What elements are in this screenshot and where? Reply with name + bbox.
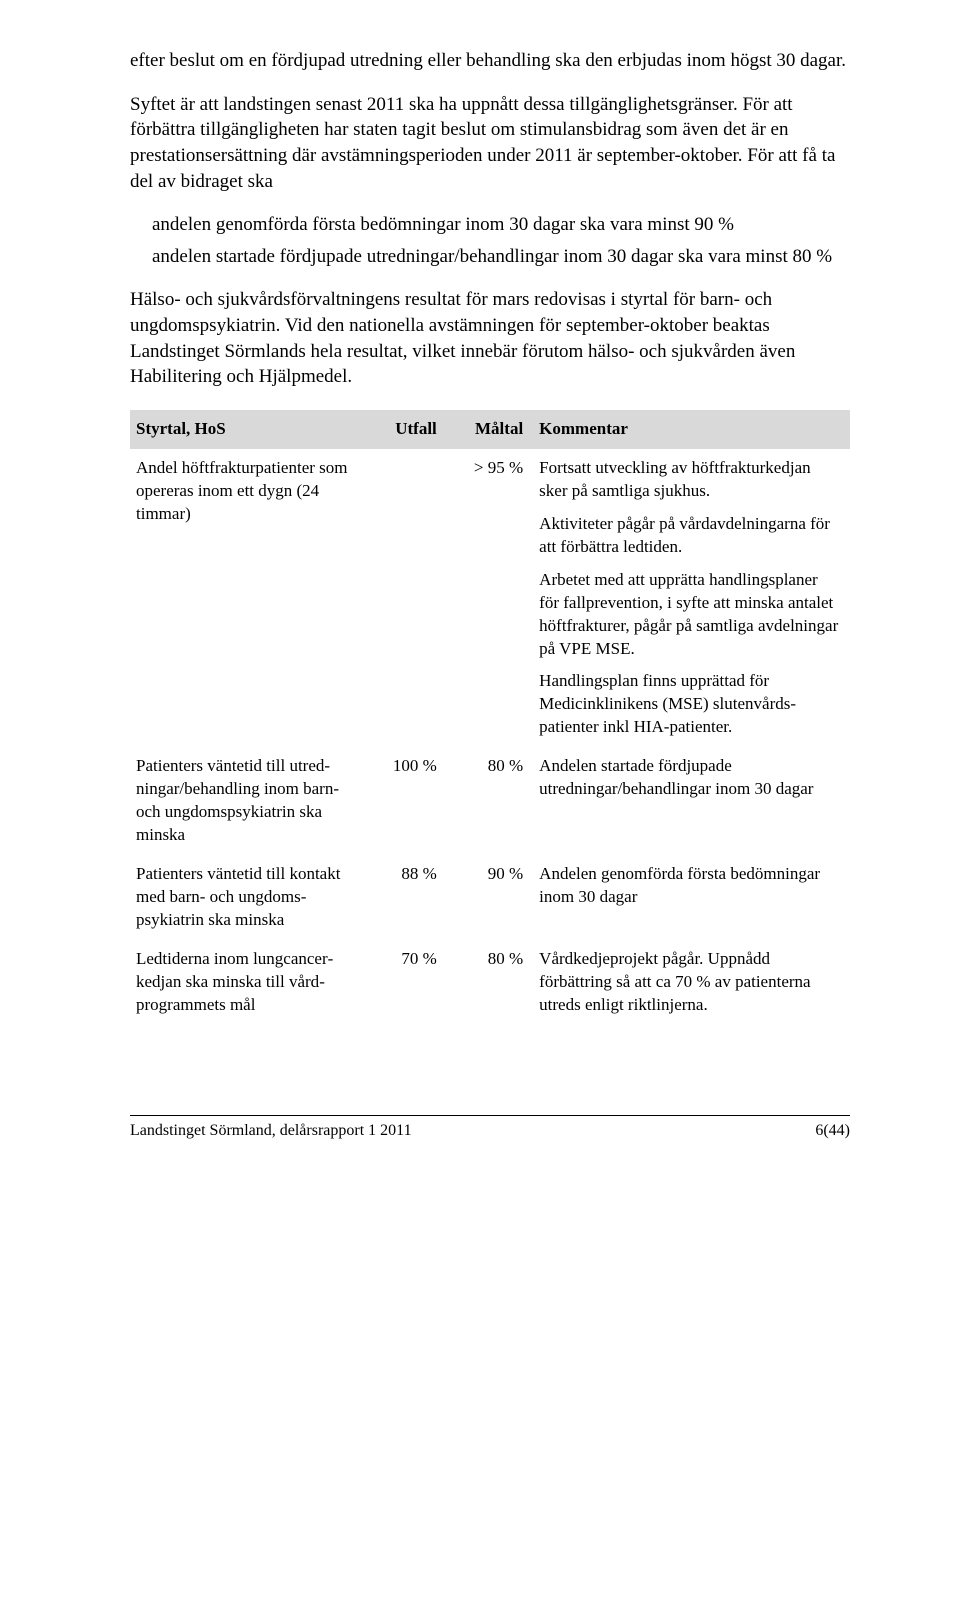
- cell-kommentar: Fortsatt utveckling av höftfrakturkedjan…: [533, 449, 850, 747]
- cell-utfall: 70 %: [368, 940, 447, 1025]
- table-row: Ledtiderna inom lungcancer­kedjan ska mi…: [130, 940, 850, 1025]
- bullet-item-1: andelen genomförda första bedömningar in…: [130, 212, 850, 238]
- footer-right: 6(44): [815, 1120, 850, 1142]
- kommentar-segment: Arbetet med att upprätta handlingsplaner…: [539, 569, 840, 661]
- cell-kommentar: Andelen startade fördjupade utredningar/…: [533, 747, 850, 855]
- styrtal-table: Styrtal, HoS Utfall Måltal Kommentar And…: [130, 410, 850, 1025]
- cell-styrtal: Patienters väntetid till kontakt med bar…: [130, 855, 368, 940]
- kommentar-segment: Vårdkedjeprojekt pågår. Uppnådd förbättr…: [539, 948, 840, 1017]
- cell-maltal: 90 %: [447, 855, 533, 940]
- cell-maltal: 80 %: [447, 747, 533, 855]
- col-header-styrtal: Styrtal, HoS: [130, 410, 368, 449]
- kommentar-segment: Aktiviteter pågår på vårdavdelningarna f…: [539, 513, 840, 559]
- page-footer: Landstinget Sörmland, delårsrapport 1 20…: [130, 1115, 850, 1142]
- col-header-kommentar: Kommentar: [533, 410, 850, 449]
- bullet-list: andelen genomförda första bedömningar in…: [130, 212, 850, 269]
- cell-utfall: 100 %: [368, 747, 447, 855]
- cell-kommentar: Vårdkedjeprojekt pågår. Uppnådd förbättr…: [533, 940, 850, 1025]
- table-body: Andel höftfrakturpatienter som opereras …: [130, 449, 850, 1025]
- cell-maltal: 80 %: [447, 940, 533, 1025]
- cell-kommentar: Andelen genomförda första bedömning­ar i…: [533, 855, 850, 940]
- bullet-item-2: andelen startade fördjupade utredningar/…: [130, 244, 850, 270]
- kommentar-segment: Handlingsplan finns upprättad för Medici…: [539, 670, 840, 739]
- cell-styrtal: Andel höftfrakturpatienter som opereras …: [130, 449, 368, 747]
- cell-maltal: > 95 %: [447, 449, 533, 747]
- col-header-maltal: Måltal: [447, 410, 533, 449]
- cell-utfall: 88 %: [368, 855, 447, 940]
- table-row: Patienters väntetid till utred­ningar/be…: [130, 747, 850, 855]
- table-row: Patienters väntetid till kontakt med bar…: [130, 855, 850, 940]
- kommentar-segment: Andelen genomförda första bedömning­ar i…: [539, 863, 840, 909]
- table-row: Andel höftfrakturpatienter som opereras …: [130, 449, 850, 747]
- cell-styrtal: Patienters väntetid till utred­ningar/be…: [130, 747, 368, 855]
- paragraph-1: efter beslut om en fördjupad utredning e…: [130, 48, 850, 74]
- table-header-row: Styrtal, HoS Utfall Måltal Kommentar: [130, 410, 850, 449]
- cell-utfall: [368, 449, 447, 747]
- col-header-utfall: Utfall: [368, 410, 447, 449]
- paragraph-3: Hälso- och sjukvårdsförvaltningens resul…: [130, 287, 850, 390]
- kommentar-segment: Fortsatt utveckling av höftfrakturkedjan…: [539, 457, 840, 503]
- paragraph-2: Syftet är att landstingen senast 2011 sk…: [130, 92, 850, 195]
- cell-styrtal: Ledtiderna inom lungcancer­kedjan ska mi…: [130, 940, 368, 1025]
- footer-left: Landstinget Sörmland, delårsrapport 1 20…: [130, 1120, 412, 1142]
- kommentar-segment: Andelen startade fördjupade utredningar/…: [539, 755, 840, 801]
